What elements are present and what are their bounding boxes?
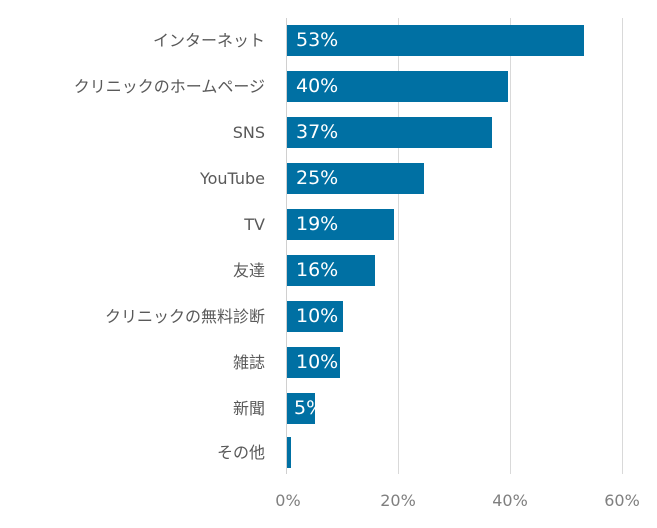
bar-row: インターネット 53% (0, 25, 657, 56)
x-tick-label: 20% (380, 491, 416, 510)
bar-row: SNS 37% (0, 117, 657, 148)
category-label: その他 (216, 443, 265, 462)
x-tick-label: 40% (492, 491, 528, 510)
x-tick-label: 0% (275, 491, 301, 510)
value-label: 53% (296, 29, 339, 51)
bar: 53% (287, 25, 584, 56)
category-label: インターネット (152, 31, 265, 50)
value-label: 19% (296, 213, 339, 235)
gridline-60 (622, 18, 623, 474)
category-label: SNS (232, 123, 265, 142)
bar: 10% (287, 301, 343, 332)
value-label: 25% (296, 167, 339, 189)
value-label: 16% (296, 259, 339, 281)
bar: 10% (287, 347, 340, 378)
value-label: 5% (294, 397, 315, 419)
bar: 19% (287, 209, 394, 240)
bar: 16% (287, 255, 375, 286)
bar: 25% (287, 163, 424, 194)
category-label: YouTube (199, 169, 265, 188)
bar: 37% (287, 117, 492, 148)
bar-row: クリニックの無料診断 10% (0, 301, 657, 332)
category-label: 新聞 (232, 399, 265, 418)
bar: 40% (287, 71, 508, 102)
x-tick-label: 60% (604, 491, 640, 510)
bar (287, 437, 291, 468)
y-axis-line (286, 18, 287, 474)
bar-row: クリニックのホームページ 40% (0, 71, 657, 102)
category-label: クリニックの無料診断 (104, 307, 265, 326)
value-label: 37% (296, 121, 339, 143)
bar: 5% (287, 393, 315, 424)
gridline-40 (510, 18, 511, 474)
bar-row: 新聞 5% (0, 393, 657, 424)
gridline-20 (398, 18, 399, 474)
category-label: TV (244, 215, 265, 234)
bar-row: その他 (0, 437, 657, 468)
value-label: 10% (296, 351, 339, 373)
value-label: 40% (296, 75, 339, 97)
category-label: クリニックのホームページ (73, 77, 265, 96)
bar-row: 友達 16% (0, 255, 657, 286)
category-label: 雑誌 (232, 353, 265, 372)
value-label: 10% (296, 305, 339, 327)
category-label: 友達 (232, 261, 265, 280)
bar-row: YouTube 25% (0, 163, 657, 194)
bar-row: 雑誌 10% (0, 347, 657, 378)
bar-row: TV 19% (0, 209, 657, 240)
